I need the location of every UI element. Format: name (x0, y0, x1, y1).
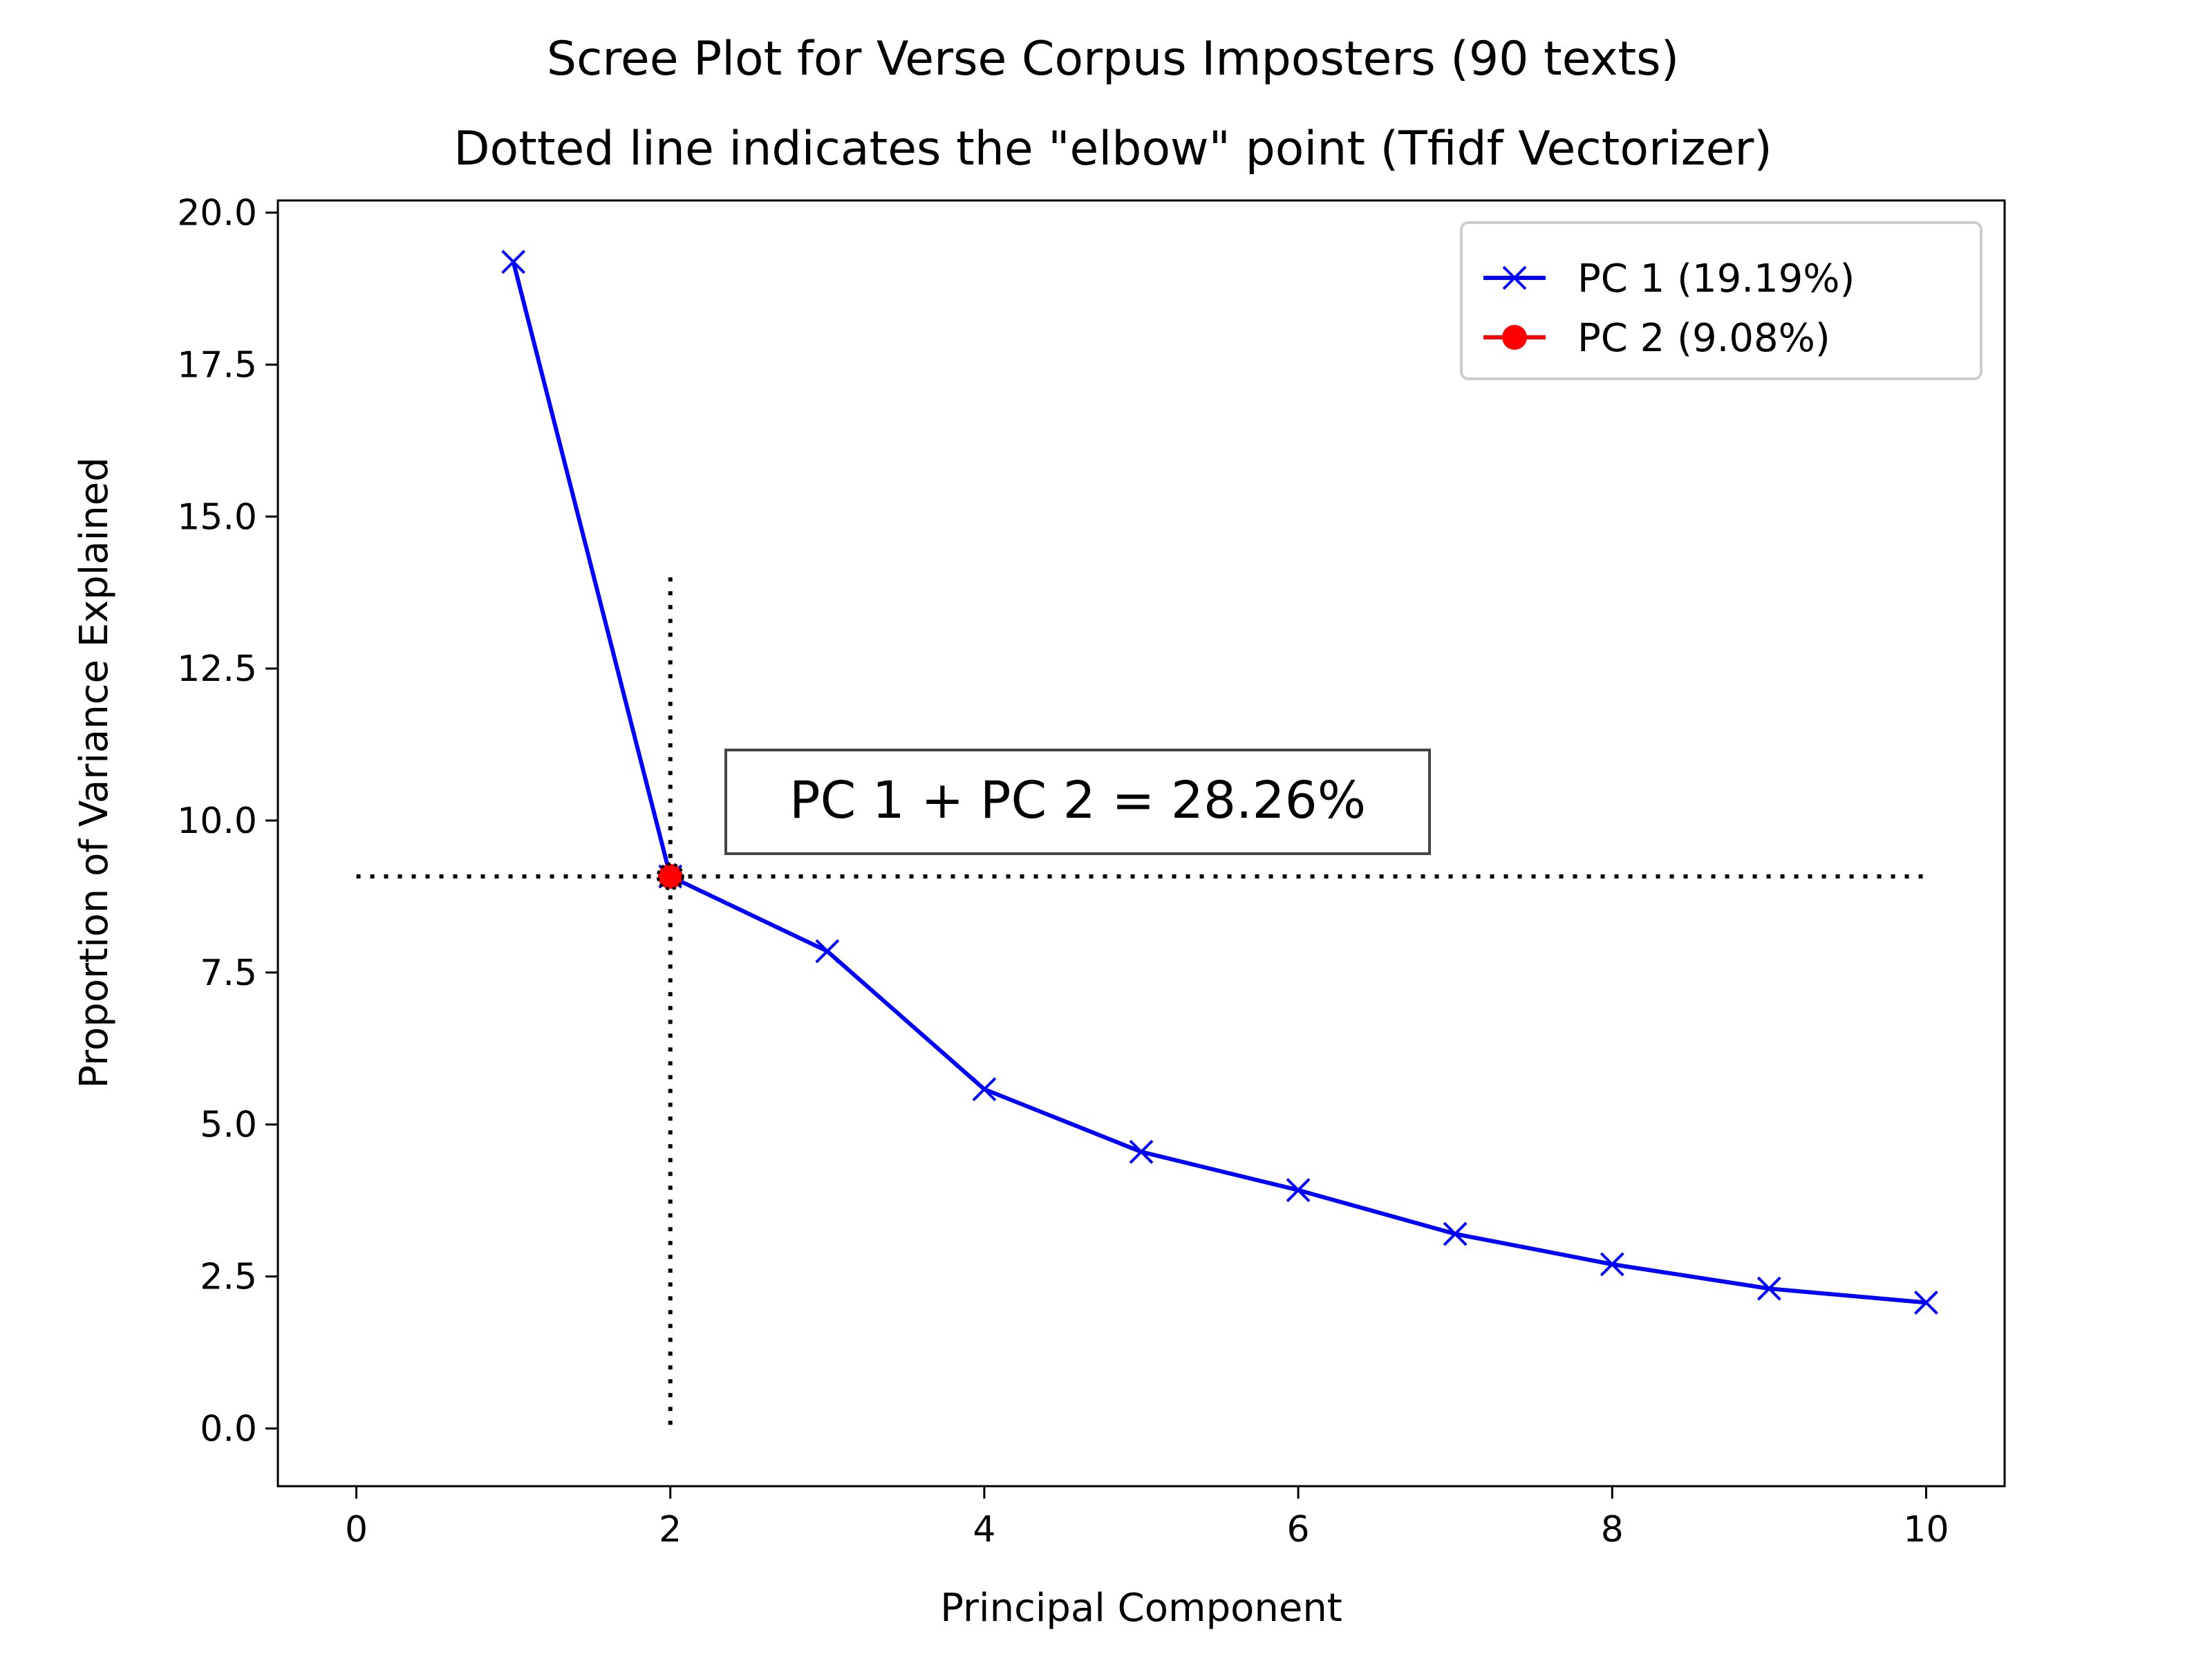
series-line-0 (511, 261, 1927, 1305)
x-tick-label: 10 (1903, 1509, 1949, 1550)
y-tick-label: 15.0 (177, 496, 257, 538)
legend: PC 1 (19.19%) PC 2 (9.08%) (1460, 221, 1983, 380)
legend-entry: PC 1 (19.19%) (1483, 256, 1855, 301)
legend-entry: PC 2 (9.08%) (1483, 316, 1830, 361)
x-tick-label: 2 (659, 1509, 682, 1550)
chart-title: Scree Plot for Verse Corpus Imposters (9… (547, 32, 1679, 86)
data-point (1914, 1290, 1938, 1315)
chart-subtitle: Dotted line indicates the "elbow" point … (453, 122, 1772, 176)
legend-marker (1502, 265, 1527, 290)
x-axis-label: Principal Component (940, 1586, 1342, 1631)
annotation-box (724, 749, 1431, 855)
data-point (1443, 1221, 1468, 1246)
y-tick-label: 7.5 (200, 953, 257, 994)
legend-label: PC 2 (9.08%) (1577, 316, 1830, 361)
data-point (501, 250, 526, 274)
data-point (815, 939, 840, 964)
y-axis-ticks: 0.0 2.5 5.0 7.5 10.0 12.5 15.0 17.5 20.0 (177, 193, 278, 1450)
y-tick-label: 5.0 (200, 1105, 257, 1146)
series-layer (501, 250, 1938, 1315)
y-tick-label: 20.0 (177, 193, 257, 234)
y-axis-label: Proportion of Variance Explained (72, 457, 117, 1088)
x-axis-ticks: 0 2 4 6 8 10 (345, 1486, 1949, 1550)
y-tick-label: 12.5 (177, 648, 257, 690)
x-tick-label: 8 (1601, 1509, 1624, 1550)
y-tick-label: 10.0 (177, 800, 257, 842)
elbow-point (656, 862, 684, 890)
plot-area (276, 199, 2006, 1488)
annotation-text: PC 1 + PC 2 = 28.26% (789, 771, 1366, 830)
x-tick-label: 0 (345, 1509, 368, 1550)
y-tick-label: 17.5 (177, 344, 257, 386)
y-tick-label: 0.0 (200, 1408, 257, 1450)
data-point (1756, 1276, 1781, 1301)
legend-frame (1460, 221, 1983, 380)
data-point (1600, 1252, 1624, 1277)
legend-label: PC 1 (19.19%) (1577, 256, 1855, 301)
data-point (1286, 1178, 1311, 1203)
x-tick-label: 4 (973, 1509, 995, 1550)
y-tick-label: 2.5 (200, 1257, 257, 1298)
data-point (972, 1077, 997, 1102)
x-tick-label: 6 (1287, 1509, 1310, 1550)
legend-marker (1502, 325, 1527, 350)
data-point (1129, 1139, 1154, 1164)
elbow-reference-lines (356, 577, 1927, 1429)
sum-annotation: PC 1 + PC 2 = 28.26% (724, 749, 1431, 855)
